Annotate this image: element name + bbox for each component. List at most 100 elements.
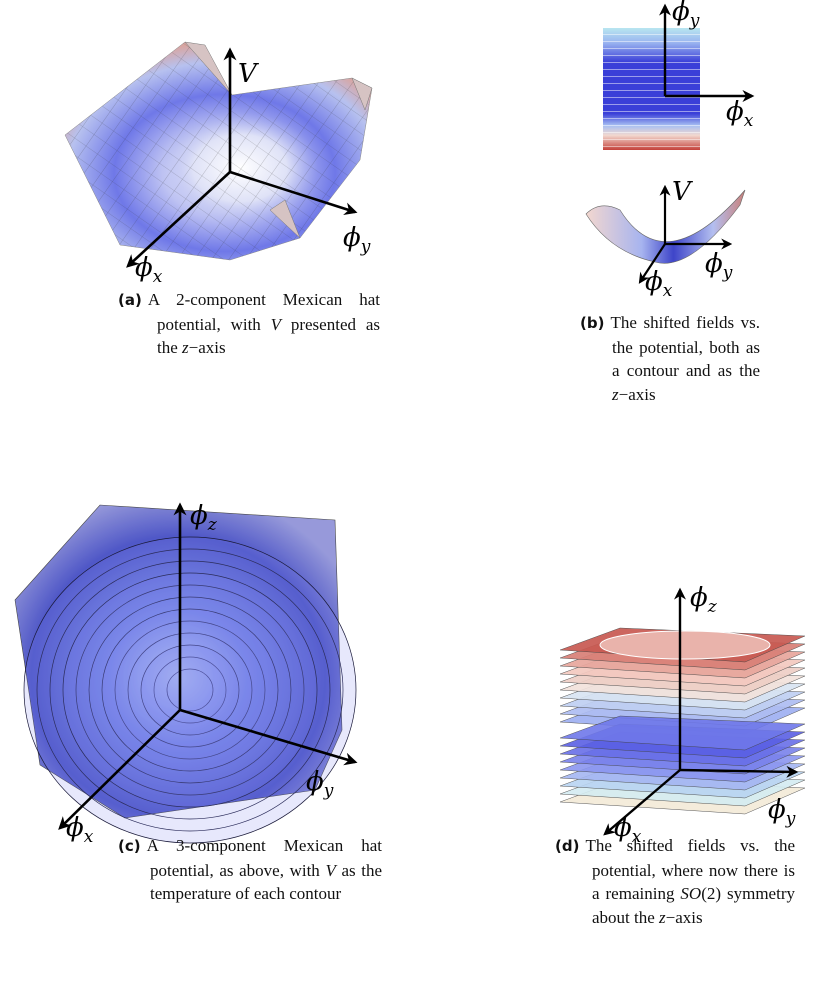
peaks xyxy=(184,41,373,239)
axis-arrow xyxy=(638,243,666,284)
caption-math: V xyxy=(270,314,282,334)
axis-subscript: y xyxy=(722,263,733,283)
axis-arrow xyxy=(126,171,231,268)
caption-math: z xyxy=(659,907,666,927)
axis-label: ϕx xyxy=(726,97,754,131)
axis-subscript: y xyxy=(360,237,371,257)
caption-label: (a) xyxy=(118,291,142,309)
axes-b-top xyxy=(659,3,755,102)
caption-math: V xyxy=(325,860,336,880)
axis-label: ϕy xyxy=(306,767,334,801)
axis-symbol: ϕ xyxy=(705,249,723,279)
caption: (a) A 2-component Mexican hat potential, … xyxy=(118,288,380,360)
axis-subscript: x xyxy=(153,267,163,287)
axis-label: V xyxy=(672,177,693,207)
axis-arrow xyxy=(603,769,681,836)
caption: (b) The shifted fields vs. the potential,… xyxy=(580,311,760,406)
parabola-b xyxy=(585,189,746,264)
ring xyxy=(49,560,331,820)
axis-label: ϕx xyxy=(645,267,673,301)
ring xyxy=(62,572,318,808)
sheet xyxy=(559,715,806,751)
axis-subscript: x xyxy=(84,827,94,847)
axis-symbol: V xyxy=(672,177,693,207)
parabola xyxy=(585,189,746,264)
caption-label: (d) xyxy=(555,837,580,855)
axis-symbol: ϕ xyxy=(690,583,708,613)
axis-symbol: ϕ xyxy=(672,0,690,27)
axis-symbol: ϕ xyxy=(645,267,663,297)
axis-symbol: ϕ xyxy=(343,223,361,253)
caption-text: −axis xyxy=(618,384,656,404)
axis-label: ϕy xyxy=(705,249,733,283)
caption-text: The shifted fields vs. the potential, wh… xyxy=(585,836,795,903)
axis-symbol: ϕ xyxy=(135,253,153,283)
caption-math: z xyxy=(182,338,189,357)
contour-rings xyxy=(23,536,357,844)
ring xyxy=(23,536,357,844)
caption-label: (c) xyxy=(118,837,141,855)
mesh xyxy=(65,42,372,260)
axis-subscript: y xyxy=(689,11,700,31)
axis-subscript: x xyxy=(744,111,754,131)
axis-arrow xyxy=(229,170,358,216)
caption-math: SO xyxy=(680,884,702,903)
axis-symbol: ϕ xyxy=(66,813,84,843)
ring xyxy=(127,632,253,748)
axis-label: ϕx xyxy=(614,813,642,847)
axis-subscript: y xyxy=(323,781,334,801)
caption: (c) A 3-component Mexican hat potential, … xyxy=(118,834,382,906)
contour-b xyxy=(603,28,700,150)
axis-label: ϕz xyxy=(690,583,718,617)
axes-d xyxy=(603,587,799,836)
axes-b-bottom xyxy=(638,184,733,284)
axis-label: V xyxy=(238,59,259,89)
axis-label: ϕx xyxy=(135,253,163,287)
caption-text: −axis xyxy=(188,338,226,357)
ring xyxy=(140,644,240,736)
ring xyxy=(36,548,344,832)
caption-math: z xyxy=(612,384,619,404)
sheet-highlight xyxy=(599,630,771,660)
axes-c xyxy=(58,502,358,830)
caption-text: presented as the xyxy=(157,314,380,358)
caption-text: −axis xyxy=(665,907,703,927)
axis-subscript: z xyxy=(707,597,718,617)
ring xyxy=(101,608,279,772)
axis-arrow xyxy=(58,709,181,830)
axis-label: ϕy xyxy=(768,795,796,829)
sheets-d xyxy=(559,627,806,815)
axis-subscript: y xyxy=(785,809,796,829)
axis-symbol: ϕ xyxy=(306,767,324,797)
axis-symbol: ϕ xyxy=(614,813,632,843)
axis-label: ϕy xyxy=(672,0,700,31)
caption-text: (2) symmetry about the xyxy=(592,884,795,927)
axis-label: ϕx xyxy=(66,813,94,847)
axes-a xyxy=(126,47,358,268)
ring xyxy=(114,620,266,760)
caption-label: (b) xyxy=(580,314,605,332)
caption-text: as the temperature of each contour xyxy=(150,860,382,904)
ring xyxy=(166,668,214,712)
axis-label: ϕz xyxy=(190,501,218,535)
axis-symbol: ϕ xyxy=(726,97,744,127)
contour-lines xyxy=(603,28,700,150)
caption: (d) The shifted fields vs. the potential,… xyxy=(555,834,795,929)
axis-subscript: z xyxy=(207,515,218,535)
axis-subscript: x xyxy=(632,827,642,847)
caption-text: A 3-component Mexican hat potential, as … xyxy=(146,836,382,880)
axis-arrow xyxy=(179,708,358,766)
axis-subscript: x xyxy=(663,281,673,301)
caption-text: A 2-component Mexican hat potential, wit… xyxy=(147,290,380,334)
axis-arrow xyxy=(679,765,799,778)
caption-text: The shifted fields vs. the potential, bo… xyxy=(610,313,760,380)
cube-body xyxy=(14,504,343,819)
ring xyxy=(153,656,227,724)
cube-c xyxy=(14,504,357,844)
surface-a xyxy=(64,41,373,261)
axis-symbol: ϕ xyxy=(190,501,208,531)
